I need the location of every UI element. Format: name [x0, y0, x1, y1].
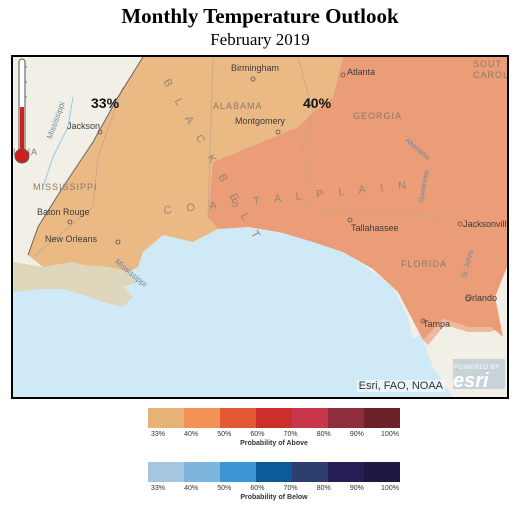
page-subtitle: February 2019	[210, 30, 310, 49]
state-label-florida: FLORIDA	[401, 259, 448, 269]
city-dot-birmingham	[250, 76, 256, 82]
legend_below-swatch-4	[292, 462, 328, 482]
city-dot-jackson	[97, 129, 103, 135]
legend_below-tick-3: 60%	[250, 485, 265, 492]
legend-above-swatches	[148, 408, 400, 428]
city-dot-new-orleans	[115, 239, 121, 245]
legend_above-tick-7: 100%	[381, 431, 399, 438]
legend_below-swatch-5	[328, 462, 364, 482]
river-mississippi	[42, 96, 74, 188]
legend_below-swatch-6	[364, 462, 400, 482]
legend_above-swatch-0	[148, 408, 184, 428]
region-40[interactable]	[208, 57, 507, 340]
legend_below-tick-7: 100%	[381, 485, 399, 492]
legend_below-tick-4: 70%	[283, 485, 298, 492]
city-label-jacksonville: Jacksonvill	[463, 219, 507, 229]
state-line-la-ms	[32, 86, 124, 258]
esri-logo-bg	[453, 359, 505, 389]
legend_above-tick-1: 40%	[184, 431, 199, 438]
legend-above-ticks: 33% 40% 50% 60% 70% 80% 90% 100%	[148, 431, 400, 438]
legend_above-swatch-3	[256, 408, 292, 428]
city-label-tampa: Tampa	[423, 319, 451, 329]
legend-above-title: Probability of Above	[240, 440, 308, 447]
region-label-33: 33%	[91, 95, 120, 111]
state-label-south-carolina: SOUT CAROLI	[473, 59, 509, 80]
legend_below-tick-6: 90%	[349, 485, 364, 492]
legend_above-swatch-2	[220, 408, 256, 428]
legend_below-tick-2: 50%	[217, 485, 232, 492]
region-33[interactable]	[28, 57, 343, 272]
legend-above: 33% 40% 50% 60% 70% 80% 90% 100% Probability of…	[148, 408, 400, 447]
city-label-atlanta: Atlanta	[347, 67, 376, 77]
legend_below-tick-5: 80%	[316, 485, 331, 492]
legend_above-swatch-5	[328, 408, 364, 428]
legend-below-title: Probability of Below	[240, 494, 308, 501]
legend_below-swatch-0	[148, 462, 184, 482]
state-label-mississippi: MISSISSIPPI	[33, 182, 98, 192]
city-dot-atlanta	[340, 72, 346, 78]
city-dot-baton-rouge	[67, 219, 73, 225]
legend_below-swatch-3	[256, 462, 292, 482]
city-dot-montgomery	[275, 129, 281, 135]
legend_above-tick-2: 50%	[217, 431, 232, 438]
legend_below-tick-1: 40%	[184, 485, 199, 492]
city-label-montgomery: Montgomery	[235, 116, 286, 126]
legend_below-swatch-1	[184, 462, 220, 482]
city-label-jackson: Jackson	[67, 121, 101, 131]
florida-region	[423, 319, 501, 345]
region-label-40: 40%	[303, 95, 332, 111]
esri-powered-text: POWERED BY	[454, 365, 500, 371]
gulf-of-mexico	[13, 262, 138, 307]
city-dot-orlando	[465, 296, 471, 302]
page-title: Monthly Temperature Outlook	[121, 4, 399, 28]
outlook-map[interactable]: 33% 40% Birmingham Atlanta SOUT CAROLI A…	[11, 55, 509, 399]
city-dot-jacksonville	[457, 221, 463, 227]
esri-logo[interactable]: POWERED BY esri	[451, 363, 503, 393]
city-label-tallahassee: Tallahassee	[351, 223, 399, 233]
map-attribution[interactable]: Esri, FAO, NOAA	[356, 380, 445, 392]
city-label-new-orleans: New Orleans	[45, 234, 98, 244]
city-dot-tampa	[420, 318, 426, 324]
legend-below: 33% 40% 50% 60% 70% 80% 90% 100% Probability of…	[148, 462, 400, 501]
thermometer-icon	[14, 58, 30, 164]
city-label-birmingham: Birmingham	[231, 63, 280, 73]
legend_above-tick-4: 70%	[283, 431, 298, 438]
state-label-alabama: ALABAMA	[213, 101, 263, 111]
legend_above-tick-0: 33%	[150, 431, 165, 438]
legend_above-swatch-4	[292, 408, 328, 428]
legend-below-ticks: 33% 40% 50% 60% 70% 80% 90% 100%	[148, 485, 400, 492]
city-dot-tallahassee	[347, 217, 353, 223]
legend_below-tick-0: 33%	[150, 485, 165, 492]
legend_above-tick-5: 80%	[316, 431, 331, 438]
esri-wordmark: esri	[453, 370, 489, 392]
region-boundary	[27, 57, 144, 256]
state-line-ms-al	[207, 57, 214, 218]
legend-below-swatches	[148, 462, 400, 482]
state-line-al-ga	[297, 57, 314, 188]
legend_below-swatch-2	[220, 462, 256, 482]
city-label-baton-rouge: Baton Rouge	[37, 207, 90, 217]
map-canvas	[13, 57, 507, 397]
legend_above-swatch-1	[184, 408, 220, 428]
legend_above-tick-3: 60%	[250, 431, 265, 438]
legend_above-swatch-6	[364, 408, 400, 428]
legend_above-tick-6: 90%	[349, 431, 364, 438]
city-label-orlando: Orlando	[465, 293, 498, 303]
state-line-ga-fl	[302, 206, 444, 218]
state-label-georgia: GEORGIA	[353, 111, 403, 121]
